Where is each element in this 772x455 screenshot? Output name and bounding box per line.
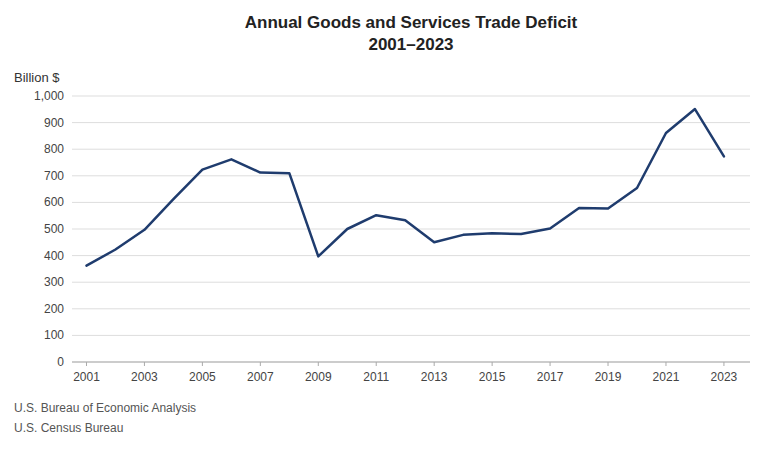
tick-mark xyxy=(202,362,203,366)
grid-line xyxy=(72,149,750,150)
tick-label: 500 xyxy=(44,222,64,236)
tick-label: 100 xyxy=(44,328,64,342)
tick-mark xyxy=(144,362,145,366)
tick-label: 2019 xyxy=(595,370,622,384)
tick-mark xyxy=(665,362,666,366)
x-ticks: 2001 2003 2005 2007 2009 2011 2013 2015 2017 2019… xyxy=(73,362,737,384)
tick-mark xyxy=(608,362,609,366)
grid-line xyxy=(72,96,750,97)
grid-line xyxy=(72,282,750,283)
x-axis xyxy=(72,362,750,363)
tick-label: 200 xyxy=(44,302,64,316)
tick-label: 600 xyxy=(44,195,64,209)
tick-label: 2005 xyxy=(189,370,216,384)
tick-mark xyxy=(376,362,377,366)
tick-label: 800 xyxy=(44,142,64,156)
tick-mark xyxy=(318,362,319,366)
grid-line xyxy=(72,335,750,336)
annotation: U.S. Bureau of Economic Analysis xyxy=(14,401,196,415)
grid-line xyxy=(72,362,750,363)
subtitle: 2001–2023 xyxy=(368,35,453,54)
line xyxy=(86,109,723,266)
grid-line xyxy=(72,229,750,230)
title: Annual Goods and Services Trade Deficit xyxy=(245,13,578,32)
tick-label: 2001 xyxy=(73,370,100,384)
grid xyxy=(72,96,750,362)
tick-label: 2021 xyxy=(653,370,680,384)
grid-line xyxy=(72,202,750,203)
plot-area xyxy=(86,109,723,266)
grid-line xyxy=(72,122,750,123)
axis-label: Billion $ xyxy=(14,70,60,85)
tick-mark xyxy=(723,362,724,366)
tick-label: 700 xyxy=(44,169,64,183)
tick-mark xyxy=(492,362,493,366)
tick-mark xyxy=(434,362,435,366)
tick-label: 2007 xyxy=(247,370,274,384)
tick-label: 2009 xyxy=(305,370,332,384)
tick-label: 400 xyxy=(44,249,64,263)
tick-label: 1,000 xyxy=(34,89,64,103)
tick-mark xyxy=(550,362,551,366)
tick-mark xyxy=(260,362,261,366)
tick-label: 2023 xyxy=(711,370,738,384)
tick-label: 300 xyxy=(44,275,64,289)
tick-label: 2011 xyxy=(363,370,389,384)
tick-label: 2003 xyxy=(131,370,158,384)
annotation: U.S. Census Bureau xyxy=(14,421,123,435)
grid-line xyxy=(72,175,750,176)
tick-label: 2013 xyxy=(421,370,448,384)
tick-label: 2017 xyxy=(537,370,564,384)
y-ticks: 0 100 200 300 400 500 600 700 800 900 1,000 xyxy=(34,89,64,369)
tick-mark xyxy=(86,362,87,366)
grid-line xyxy=(72,255,750,256)
tick-label: 2015 xyxy=(479,370,506,384)
grid-line xyxy=(72,308,750,309)
tick-label: 0 xyxy=(57,355,64,369)
chart: Annual Goods and Services Trade Deficit 2… xyxy=(0,0,772,455)
tick-label: 900 xyxy=(44,116,64,130)
